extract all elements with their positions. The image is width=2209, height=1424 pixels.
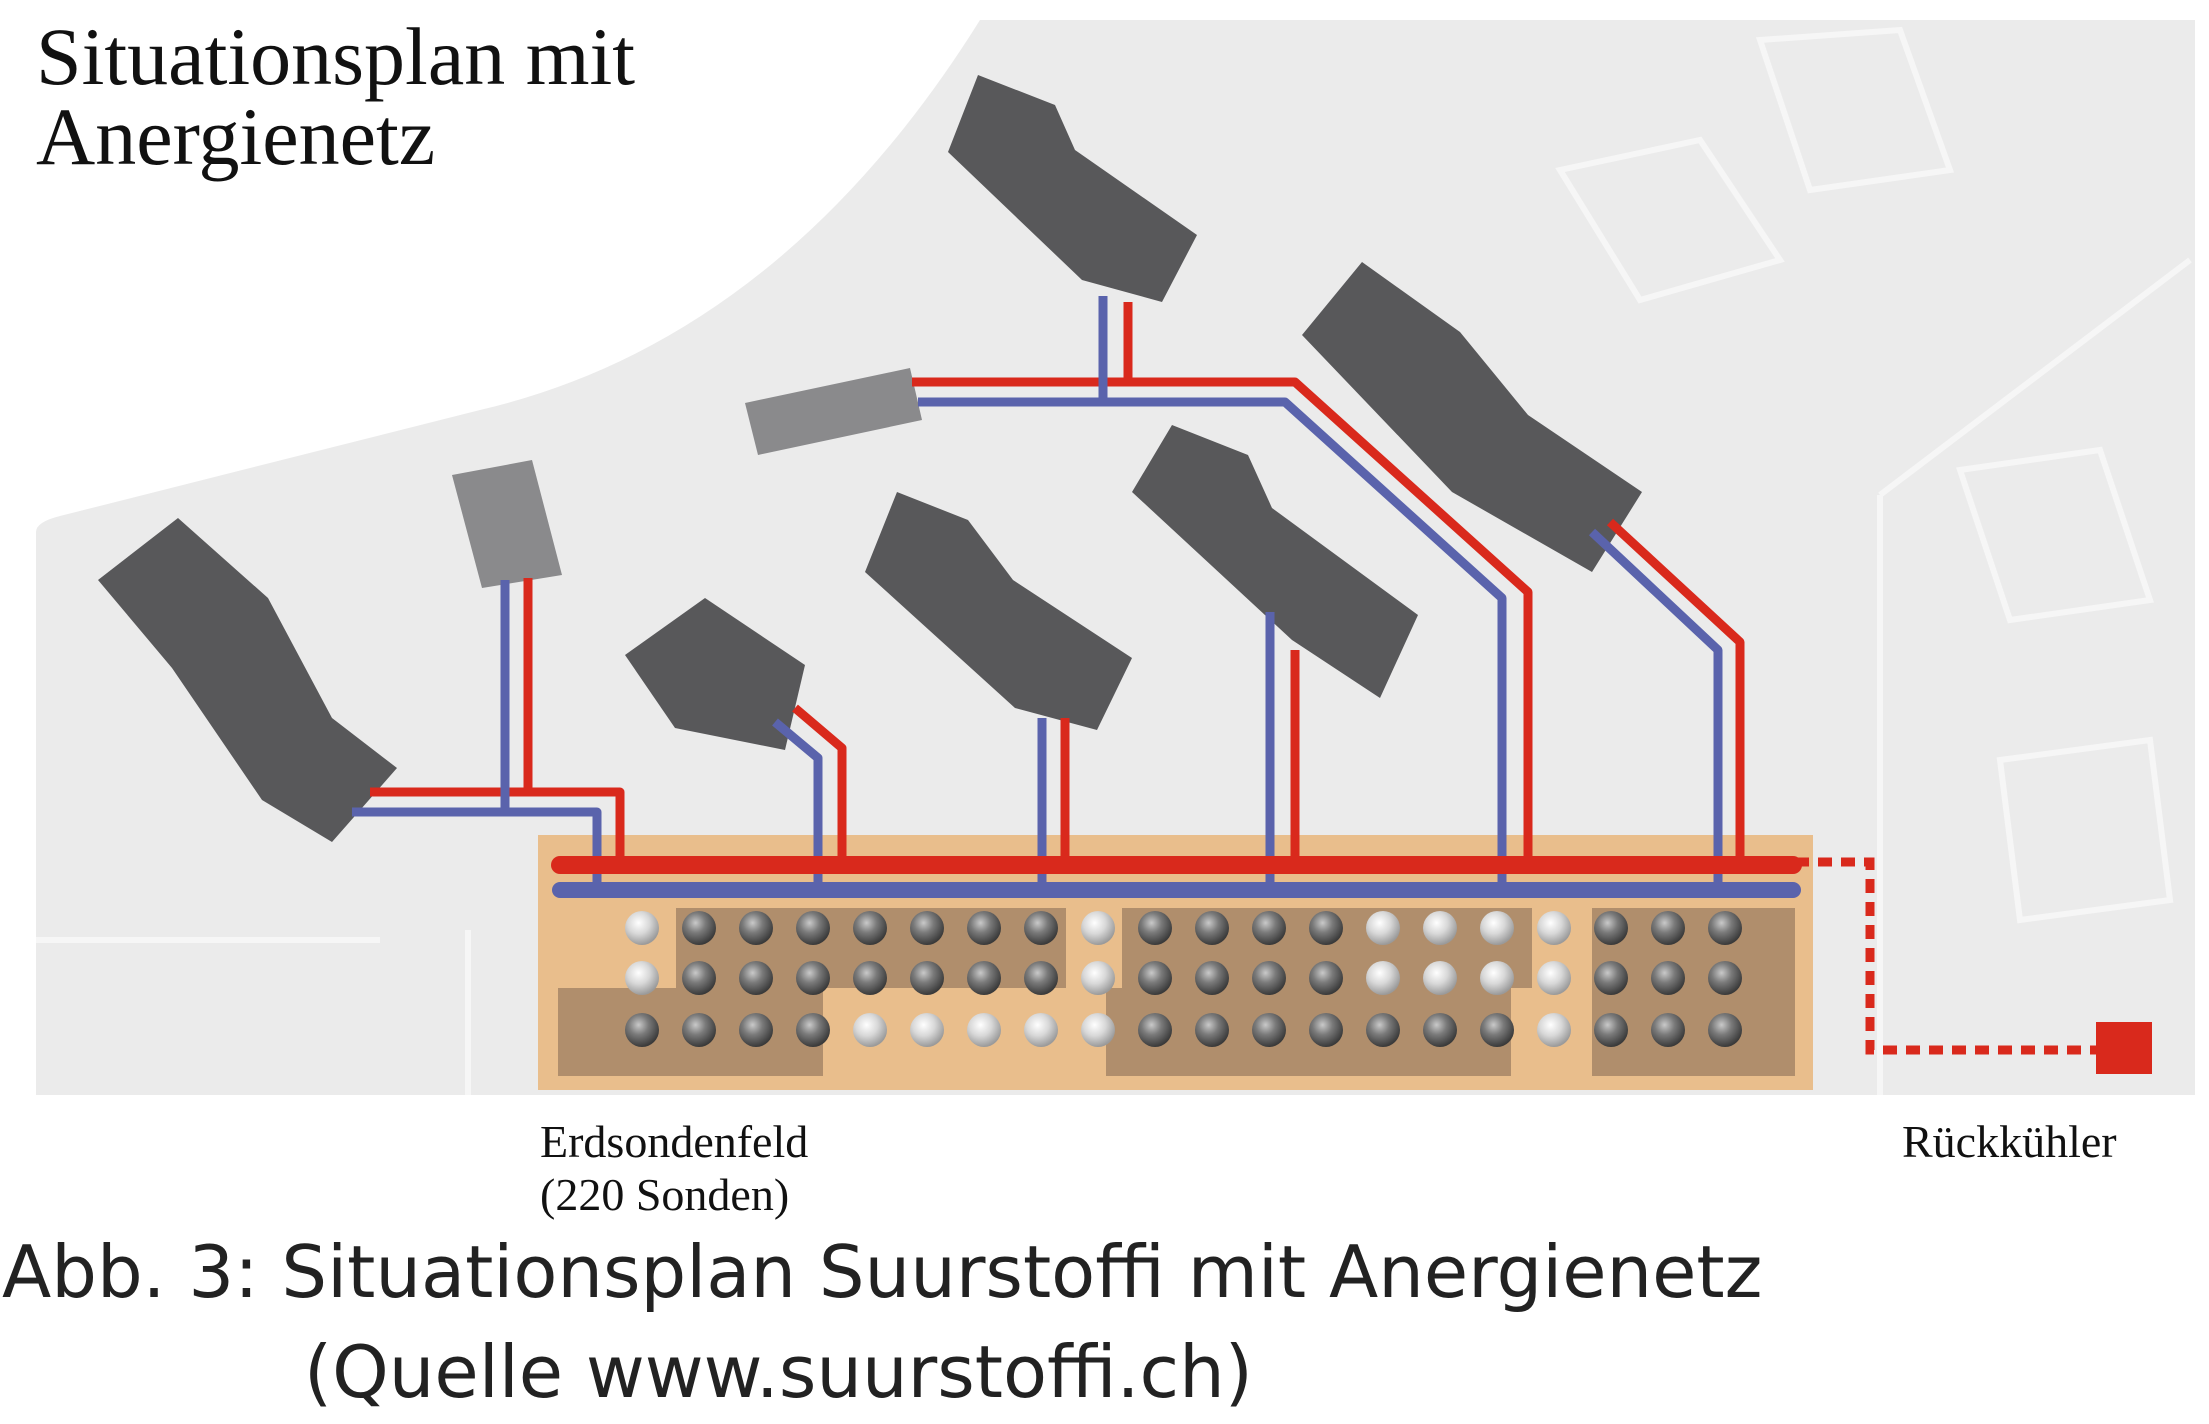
probe-field-label-line-2: (220 Sonden) — [540, 1168, 790, 1220]
probe-0-5 — [910, 911, 944, 945]
probe-1-9 — [1138, 961, 1172, 995]
probe-2-13 — [1366, 1013, 1400, 1047]
probe-0-14 — [1423, 911, 1457, 945]
probe-1-10 — [1195, 961, 1229, 995]
probe-1-11 — [1252, 961, 1286, 995]
probe-2-7 — [1024, 1013, 1058, 1047]
probe-2-14 — [1423, 1013, 1457, 1047]
probe-2-15 — [1480, 1013, 1514, 1047]
probe-0-19 — [1708, 911, 1742, 945]
probe-2-8 — [1081, 1013, 1115, 1047]
probe-0-0 — [625, 911, 659, 945]
probe-1-2 — [739, 961, 773, 995]
probe-2-12 — [1309, 1013, 1343, 1047]
diagram-title-line-2: Anergienetz — [36, 91, 436, 182]
probe-1-6 — [967, 961, 1001, 995]
probe-1-3 — [796, 961, 830, 995]
probe-2-18 — [1651, 1013, 1685, 1047]
probe-1-7 — [1024, 961, 1058, 995]
probe-1-19 — [1708, 961, 1742, 995]
site-plan-diagram: Situationsplan mit Anergienetz Erdsonden… — [36, 11, 2195, 1220]
probe-0-8 — [1081, 911, 1115, 945]
probe-0-6 — [967, 911, 1001, 945]
probe-0-18 — [1651, 911, 1685, 945]
probe-1-12 — [1309, 961, 1343, 995]
probe-1-16 — [1537, 961, 1571, 995]
probe-1-15 — [1480, 961, 1514, 995]
probe-0-9 — [1138, 911, 1172, 945]
probe-1-1 — [682, 961, 716, 995]
probe-1-18 — [1651, 961, 1685, 995]
probe-2-19 — [1708, 1013, 1742, 1047]
diagram-title-line-1: Situationsplan mit — [36, 11, 636, 102]
building-east — [1302, 262, 1642, 572]
probe-2-6 — [967, 1013, 1001, 1047]
building-west — [98, 518, 397, 842]
background-outlines — [36, 26, 2192, 1095]
figure-caption-line-2: (Quelle www.suurstoffi.ch) — [304, 1330, 1253, 1414]
probe-field-label: Erdsondenfeld (220 Sonden) — [540, 1116, 808, 1222]
building-east-center — [1132, 425, 1418, 698]
site-plan-svg — [36, 20, 2195, 1095]
building-small-west — [452, 460, 562, 588]
probe-0-7 — [1024, 911, 1058, 945]
probe-1-5 — [910, 961, 944, 995]
probe-0-16 — [1537, 911, 1571, 945]
probe-1-14 — [1423, 961, 1457, 995]
building-hex — [625, 598, 805, 750]
probe-2-5 — [910, 1013, 944, 1047]
figure-caption-line-1: Abb. 3: Situationsplan Suurstoffi mit An… — [2, 1230, 1763, 1314]
probe-2-3 — [796, 1013, 830, 1047]
probe-0-13 — [1366, 911, 1400, 945]
probe-0-15 — [1480, 911, 1514, 945]
building-center — [865, 492, 1132, 730]
probe-1-17 — [1594, 961, 1628, 995]
probe-0-10 — [1195, 911, 1229, 945]
probe-1-0 — [625, 961, 659, 995]
probe-0-1 — [682, 911, 716, 945]
probe-1-13 — [1366, 961, 1400, 995]
buildings — [98, 75, 1642, 842]
probe-0-2 — [739, 911, 773, 945]
probe-0-17 — [1594, 911, 1628, 945]
probe-2-17 — [1594, 1013, 1628, 1047]
probe-2-10 — [1195, 1013, 1229, 1047]
probe-grid — [625, 911, 1742, 1047]
probe-1-8 — [1081, 961, 1115, 995]
dry-cooler-icon — [2096, 1022, 2152, 1074]
site-ground — [36, 20, 2195, 1095]
probe-0-4 — [853, 911, 887, 945]
probe-1-4 — [853, 961, 887, 995]
probe-0-3 — [796, 911, 830, 945]
probe-2-2 — [739, 1013, 773, 1047]
cooler-connection — [1795, 857, 2100, 1055]
probe-field-label-line-1: Erdsondenfeld — [540, 1116, 809, 1167]
probe-2-9 — [1138, 1013, 1172, 1047]
building-light-north — [745, 368, 922, 455]
probe-2-11 — [1252, 1013, 1286, 1047]
probe-2-1 — [682, 1013, 716, 1047]
building-north — [948, 75, 1197, 302]
probe-2-4 — [853, 1013, 887, 1047]
probe-0-11 — [1252, 911, 1286, 945]
dry-cooler-label: Rückkühler — [1902, 1116, 2117, 1167]
probe-2-0 — [625, 1013, 659, 1047]
probe-2-16 — [1537, 1013, 1571, 1047]
probe-0-12 — [1309, 911, 1343, 945]
